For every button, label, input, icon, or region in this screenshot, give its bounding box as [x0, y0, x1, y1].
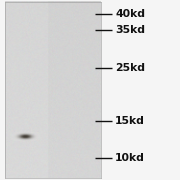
Text: 25kd: 25kd	[115, 62, 145, 73]
Text: 10kd: 10kd	[115, 153, 145, 163]
Text: 15kd: 15kd	[115, 116, 145, 126]
Text: 35kd: 35kd	[115, 25, 145, 35]
Text: 40kd: 40kd	[115, 8, 145, 19]
